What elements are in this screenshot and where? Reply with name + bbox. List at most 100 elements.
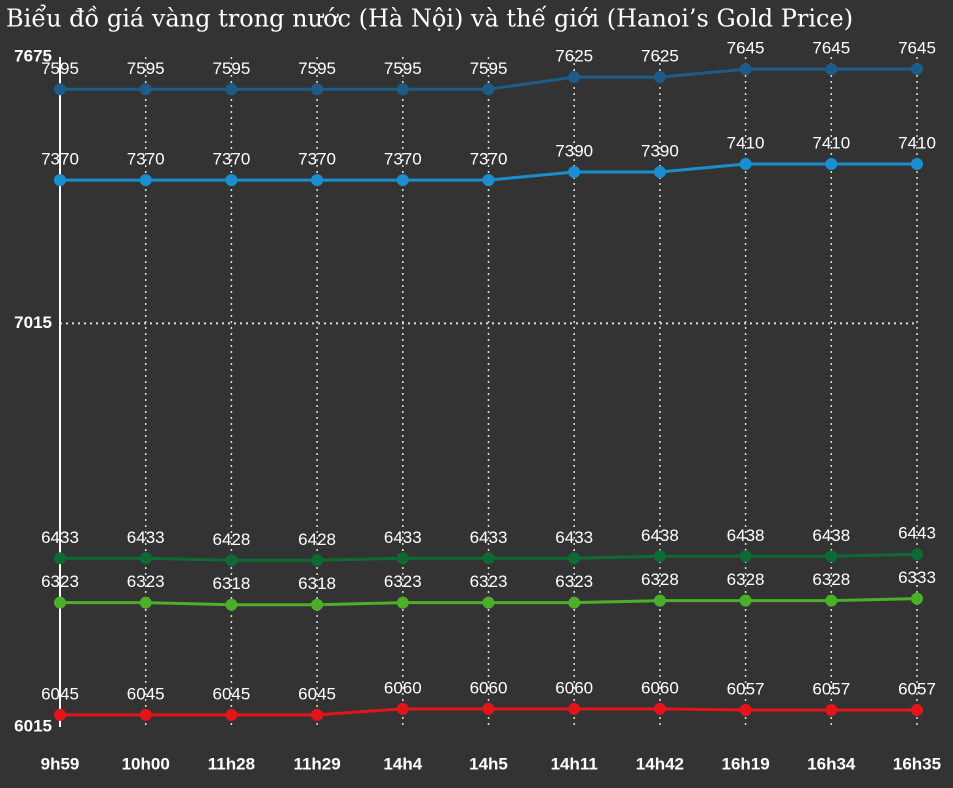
data-label: 6323 [127, 572, 165, 591]
data-label: 6328 [727, 570, 765, 589]
data-label: 7595 [470, 59, 508, 78]
data-label: 7370 [298, 150, 336, 169]
data-point [739, 594, 752, 607]
data-point [311, 83, 324, 96]
data-point [911, 548, 923, 561]
data-point [482, 552, 495, 565]
data-label: 7625 [641, 47, 679, 66]
data-point [54, 552, 66, 565]
data-label: 7595 [384, 59, 422, 78]
data-point [739, 550, 752, 563]
x-tick-label: 10h00 [122, 754, 170, 773]
data-point [653, 71, 666, 84]
x-tick-label: 16h34 [807, 754, 856, 773]
data-label: 6328 [812, 570, 850, 589]
data-point [911, 157, 923, 170]
data-label: 6438 [641, 526, 679, 545]
data-point [911, 63, 923, 76]
x-tick-label: 14h11 [551, 754, 598, 773]
data-point [139, 596, 152, 609]
data-point [653, 702, 666, 715]
data-label: 6433 [384, 528, 422, 547]
data-point [825, 63, 838, 76]
data-label: 6433 [127, 528, 165, 547]
x-tick-label: 16h35 [893, 754, 941, 773]
data-label: 7390 [641, 142, 679, 161]
data-point [311, 598, 324, 611]
data-label: 6057 [727, 680, 765, 699]
data-point [653, 550, 666, 563]
data-point [311, 554, 324, 567]
data-label: 6045 [298, 684, 336, 703]
data-label: 6438 [727, 526, 765, 545]
data-label: 6060 [641, 678, 679, 697]
data-label: 6045 [212, 684, 250, 703]
data-point [396, 83, 409, 96]
x-tick-label: 11h29 [293, 754, 340, 773]
data-point [225, 83, 238, 96]
data-label: 7370 [41, 150, 79, 169]
data-point [739, 63, 752, 76]
data-point [54, 596, 66, 609]
data-point [54, 174, 66, 187]
data-point [482, 83, 495, 96]
data-label: 6433 [555, 528, 593, 547]
data-label: 6333 [898, 568, 936, 587]
data-label: 7410 [727, 133, 765, 152]
data-point [139, 552, 152, 565]
data-label: 6318 [298, 574, 336, 593]
data-label: 6323 [470, 572, 508, 591]
y-tick-label: 7015 [14, 313, 52, 332]
data-point [568, 166, 581, 179]
data-point [739, 157, 752, 170]
data-label: 7595 [127, 59, 165, 78]
data-point [225, 708, 238, 721]
data-label: 7370 [212, 150, 250, 169]
data-point [396, 174, 409, 187]
data-point [139, 174, 152, 187]
x-tick-label: 14h5 [469, 754, 508, 773]
data-label: 7410 [812, 133, 850, 152]
data-label: 6433 [470, 528, 508, 547]
data-label: 6323 [41, 572, 79, 591]
x-tick-label: 14h42 [636, 754, 684, 773]
data-point [568, 596, 581, 609]
data-label: 6060 [555, 678, 593, 697]
data-label: 6323 [555, 572, 593, 591]
data-point [653, 594, 666, 607]
data-point [311, 708, 324, 721]
x-tick-label: 16h19 [721, 754, 769, 773]
data-label: 7410 [898, 133, 936, 152]
data-label: 7645 [812, 39, 850, 58]
data-label: 7595 [212, 59, 250, 78]
data-label: 6318 [212, 574, 250, 593]
data-label: 7390 [555, 142, 593, 161]
data-label: 6323 [384, 572, 422, 591]
data-label: 7370 [470, 150, 508, 169]
data-label: 6060 [470, 678, 508, 697]
data-point [396, 596, 409, 609]
data-label: 7595 [41, 59, 79, 78]
data-point [825, 594, 838, 607]
data-point [911, 704, 923, 717]
data-label: 6060 [384, 678, 422, 697]
data-point [825, 704, 838, 717]
data-label: 6045 [41, 684, 79, 703]
data-label: 6057 [812, 680, 850, 699]
data-point [568, 702, 581, 715]
data-label: 7370 [127, 150, 165, 169]
x-tick-label: 11h28 [208, 754, 255, 773]
data-point [54, 708, 66, 721]
data-point [482, 174, 495, 187]
x-tick-label: 9h59 [41, 754, 80, 773]
data-point [911, 592, 923, 605]
data-point [568, 552, 581, 565]
data-label: 6428 [298, 530, 336, 549]
data-point [225, 174, 238, 187]
x-tick-label: 14h4 [383, 754, 422, 773]
data-point [653, 166, 666, 179]
data-point [54, 83, 66, 96]
data-point [311, 174, 324, 187]
